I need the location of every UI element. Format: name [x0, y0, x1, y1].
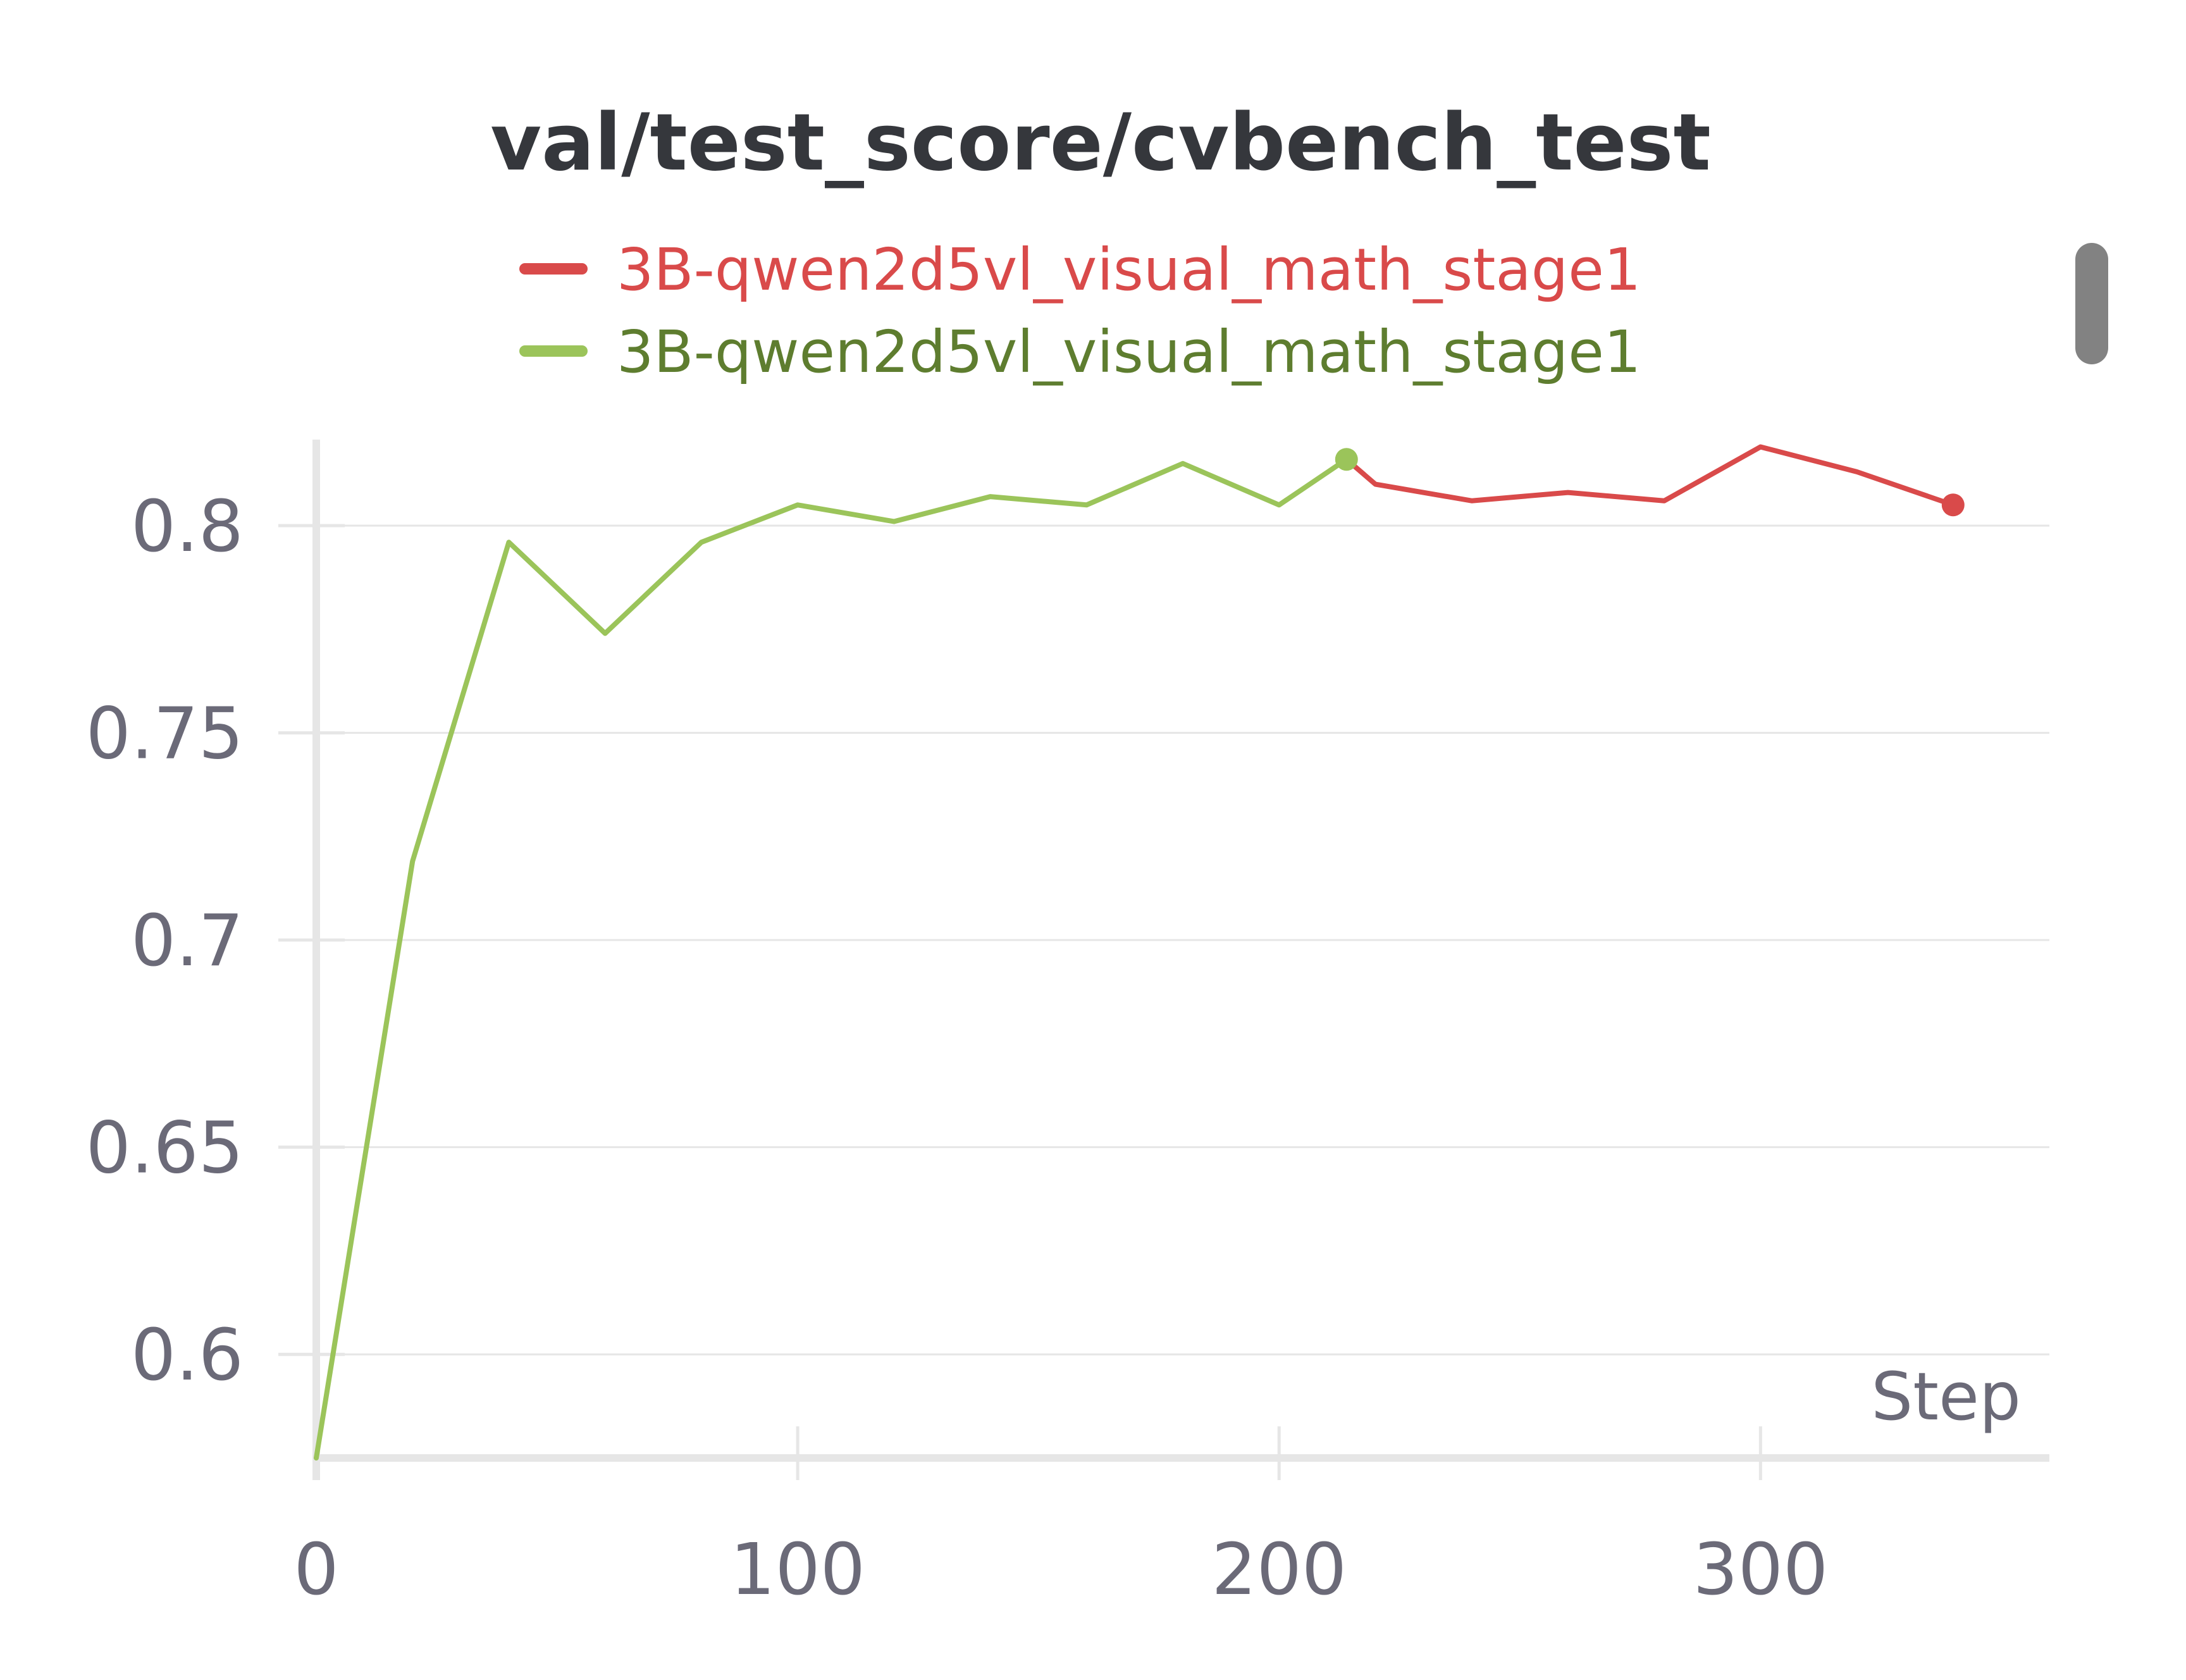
y-tick-label: 0.65: [86, 1108, 244, 1190]
series-line-1: [314, 457, 1349, 1461]
x-axis-label: Step: [1871, 1358, 2021, 1435]
series-end-point-1: [1335, 448, 1358, 471]
x-tick-label: 0: [293, 1529, 338, 1611]
y-tick-label: 0.75: [86, 693, 244, 775]
series-end-point-0: [1941, 493, 1965, 517]
x-tick-label: 100: [730, 1529, 865, 1611]
chart-title: val/test_score/cvbench_test: [490, 97, 1711, 188]
legend: 3B-qwen2d5vl_visual_math_stage1 3B-qwen2…: [519, 236, 1641, 386]
y-tick-label: 0.8: [131, 486, 244, 568]
x-axis-ticks: 0 100 200 300: [293, 1426, 1828, 1611]
y-axis-ticks: 0.6 0.65 0.7 0.75 0.8: [86, 486, 345, 1397]
axes: [312, 440, 2049, 1480]
grid: [316, 524, 2049, 1356]
y-tick-label: 0.7: [131, 900, 244, 982]
x-tick-label: 300: [1693, 1529, 1828, 1611]
legend-label-green: 3B-qwen2d5vl_visual_math_stage1: [617, 318, 1641, 386]
series: [314, 444, 1965, 1461]
scrollbar-thumb[interactable]: [2075, 243, 2108, 364]
series-line-0: [1343, 444, 1956, 508]
x-tick-label: 200: [1211, 1529, 1347, 1611]
y-tick-label: 0.6: [131, 1314, 244, 1397]
legend-label-red: 3B-qwen2d5vl_visual_math_stage1: [617, 236, 1641, 304]
